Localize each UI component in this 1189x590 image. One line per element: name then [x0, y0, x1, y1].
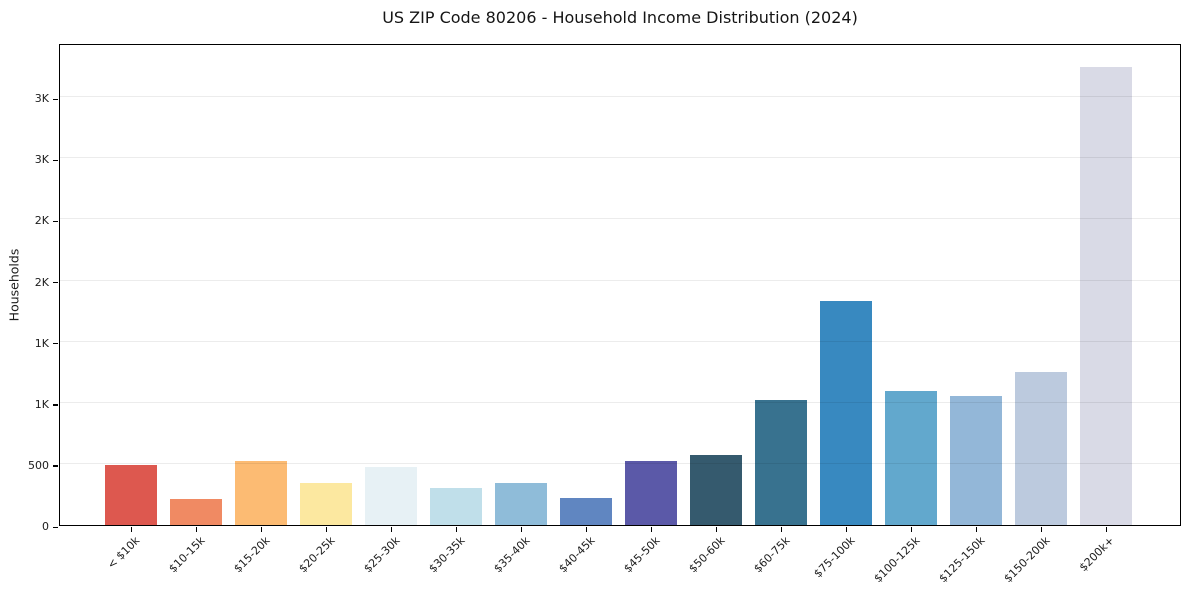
x-tick-mark: [130, 527, 132, 532]
gridline-1000: [60, 401, 1180, 403]
x-tick-label: $125-150k: [936, 534, 988, 586]
x-tick-label: $75-100k: [810, 534, 858, 581]
y-tick-mark: [53, 404, 58, 406]
x-tick-label: $10-15k: [165, 534, 208, 576]
x-tick-mark: [715, 527, 717, 532]
bar-$60-75k: [755, 399, 807, 525]
y-tick-label: 0: [42, 520, 49, 533]
x-tick-mark: [845, 527, 847, 532]
gridline-3000: [60, 157, 1180, 159]
x-tick-mark: [325, 527, 327, 532]
bar-$150-200k: [1015, 372, 1067, 525]
bar-$25-30k: [365, 466, 417, 525]
x-tick-mark: [650, 527, 652, 532]
plot-area: 0 500 1K 1K 2K 2K 3K 3K < $10k $10-15k $15-20k $20-…: [28, 44, 1181, 585]
y-tick-label: 3K: [34, 153, 49, 167]
gridline-3500: [60, 96, 1180, 98]
x-tick-mark: [1105, 527, 1107, 532]
x-tick-mark: [1040, 527, 1042, 532]
bar-< $10k: [105, 465, 157, 525]
y-tick-mark: [53, 220, 58, 223]
bar-$20-25k: [300, 482, 352, 525]
x-tick-label: $60-75k: [750, 534, 793, 576]
x-tick-mark: [780, 527, 782, 532]
y-tick-label: 2K: [34, 214, 49, 228]
x-tick-label: $100-125k: [871, 534, 923, 586]
x-tick-label: $40-45k: [555, 534, 598, 576]
x-tick-label: $45-50k: [620, 534, 663, 576]
y-tick-label: 500: [28, 458, 49, 472]
x-tick-mark: [520, 527, 522, 532]
x-tick-mark: [910, 527, 912, 532]
bar-$200k+: [1080, 66, 1132, 525]
bar-$75-100k: [820, 301, 872, 525]
y-tick-mark: [53, 282, 58, 284]
x-tick-mark: [260, 527, 262, 532]
bar-$100-125k: [885, 391, 937, 525]
x-tick-label: $25-30k: [360, 534, 403, 576]
x-tick-label: $200k+: [1077, 534, 1118, 575]
x-tick-label: $35-40k: [490, 534, 533, 576]
bar-$125-150k: [950, 396, 1002, 525]
gridline-2000: [60, 279, 1180, 281]
bar-$50-60k: [690, 454, 742, 525]
bar-$30-35k: [430, 487, 482, 525]
x-tick-mark: [975, 527, 977, 532]
x-tick-mark: [195, 527, 197, 532]
y-tick-mark: [53, 465, 58, 467]
bar-$35-40k: [495, 483, 547, 525]
x-tick-label: $50-60k: [685, 534, 728, 576]
x-tick-label: $20-25k: [295, 534, 338, 576]
y-tick-mark: [53, 526, 58, 528]
chart-title: US ZIP Code 80206 - Household Income Dis…: [382, 8, 858, 27]
bar-$45-50k: [625, 461, 677, 525]
y-tick-label: 1K: [34, 336, 49, 350]
x-tick-mark: [455, 527, 457, 532]
gridline-1500: [60, 340, 1180, 342]
gridline-2500: [60, 218, 1180, 220]
y-tick-label: 2K: [34, 275, 49, 289]
x-tick-label: < $10k: [104, 534, 143, 572]
y-tick-mark: [53, 98, 58, 101]
y-tick-mark: [53, 343, 58, 345]
y-tick-label: 1K: [34, 397, 49, 411]
x-tick-label: $15-20k: [230, 534, 273, 576]
bar-$15-20k: [235, 461, 287, 525]
bar-$10-15k: [170, 498, 222, 525]
y-tick-mark: [53, 159, 58, 162]
gridline-500: [60, 462, 1180, 464]
y-tick-label: 3K: [34, 92, 49, 106]
x-tick-mark: [390, 527, 392, 532]
x-tick-label: $150-200k: [1001, 534, 1053, 586]
bar-$40-45k: [560, 498, 612, 525]
x-tick-label: $30-35k: [425, 534, 468, 576]
x-tick-mark: [585, 527, 587, 532]
